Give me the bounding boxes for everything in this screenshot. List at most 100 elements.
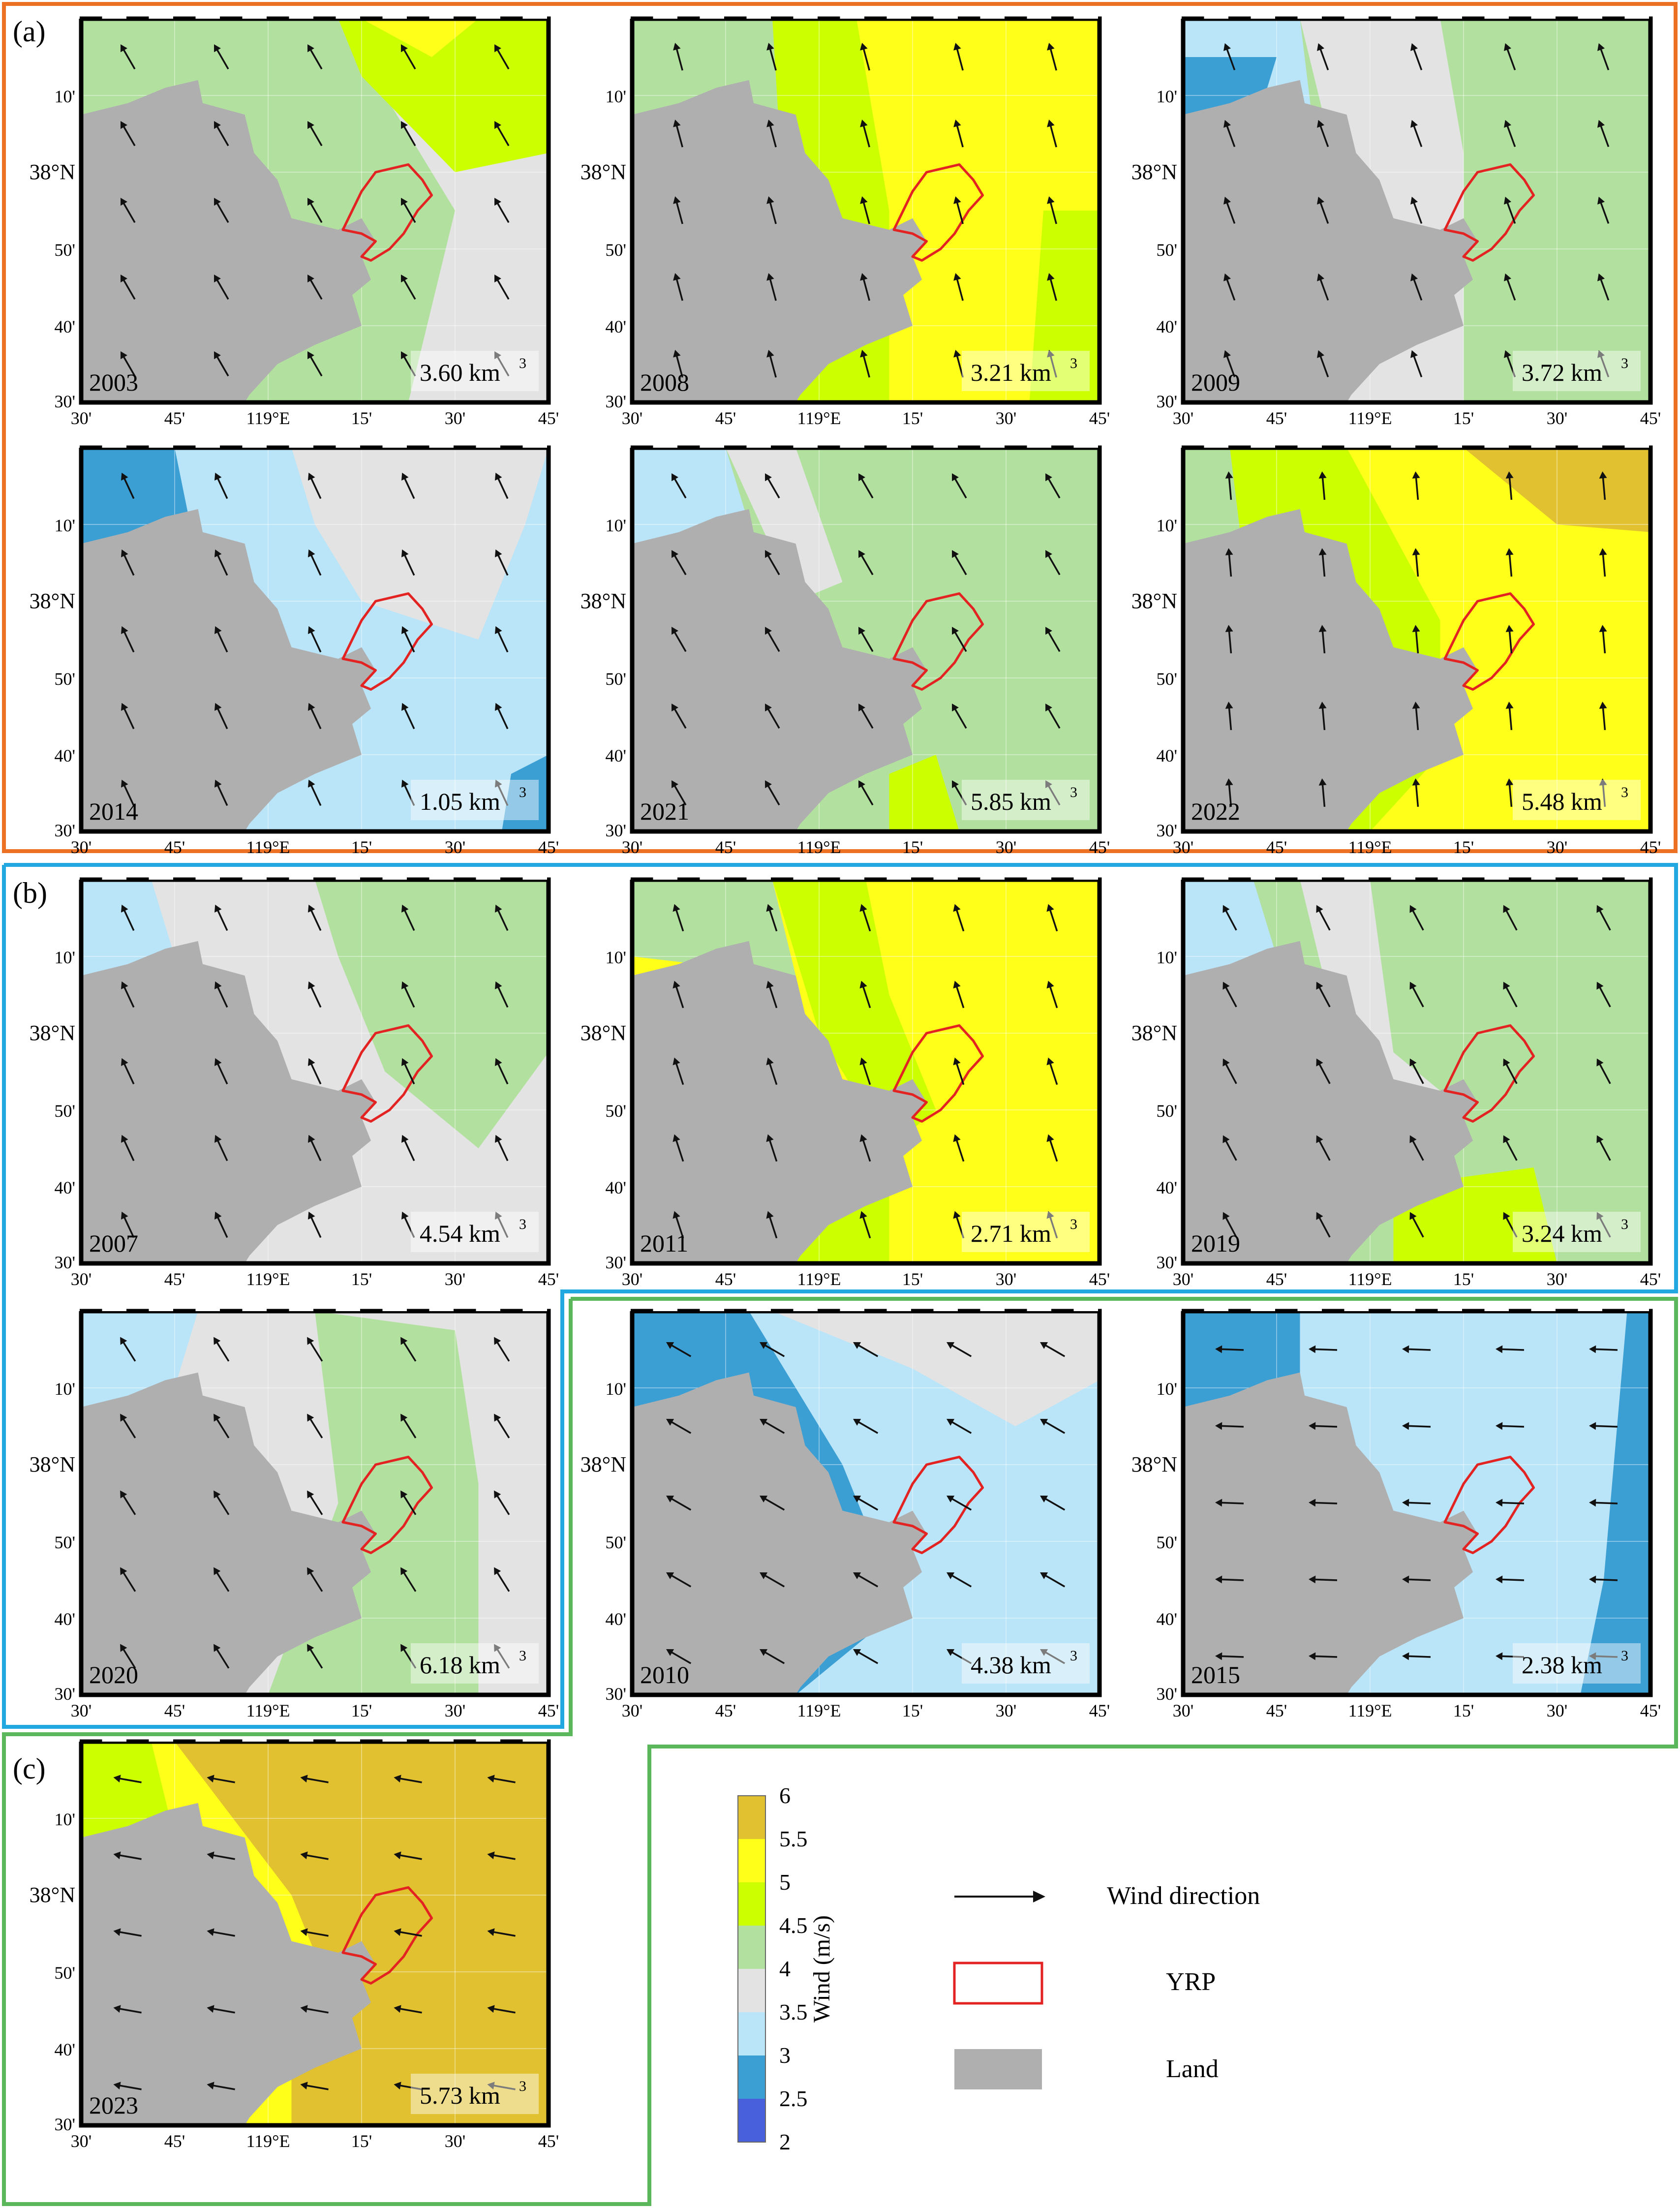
x-tick-label: 45' [164,837,185,857]
y-tick-label: 50' [606,669,627,689]
wind-arrow [1222,1212,1237,1238]
wind-arrow [113,1851,142,1860]
x-tick-label: 45' [715,1701,736,1720]
y-tick-label: 30' [55,821,76,840]
wind-arrow [113,1928,142,1937]
y-tick-label: 50' [55,1101,76,1121]
y-tick-label: 40' [606,317,627,337]
volume-unit-exponent: 3 [1070,1216,1077,1232]
map-frame [630,1309,1102,1697]
wind-arrow [207,1851,235,1860]
x-tick-label: 15' [351,2131,372,2151]
land-area [1183,509,1478,831]
wind-arrow [121,44,136,70]
volume-unit-exponent: 3 [1621,784,1628,800]
wind-arrow [1589,1652,1618,1660]
x-tick-label: 45' [1089,408,1110,428]
wind-arrow [853,1342,879,1357]
wind-arrow [860,350,870,378]
wind-arrow [666,1419,692,1434]
volume-value: 5.73 km [420,2082,500,2109]
wind-arrow [1047,273,1057,301]
yrp-outline [341,1024,433,1123]
wind-arrow [494,44,510,70]
wind-arrow [1222,905,1237,931]
wind-arrow [307,626,322,653]
wind-arrow [401,549,415,576]
volume-label: 4.54 km 3 [411,1212,539,1252]
x-tick-label: 119°E [246,1701,290,1720]
volume-unit-exponent: 3 [1070,1648,1077,1664]
land-area [81,1372,376,1695]
wind-arrow [214,1413,230,1439]
wind-arrow [214,904,228,931]
volume-value: 6.18 km [420,1651,500,1679]
volume-unit-exponent: 3 [1621,1216,1628,1232]
volume-label: 6.18 km 3 [411,1643,539,1684]
wind-arrow [121,1135,135,1162]
wind-arrow [214,472,228,499]
x-tick-label: 45' [715,408,736,428]
x-tick-label: 30' [996,408,1017,428]
wind-arrow [1040,1572,1066,1588]
y-tick-label: 40' [55,317,76,337]
wind-arrow [1410,120,1423,147]
map-panel-2009: 30' 45' 119°E 15' 30' 45' 30' 40' 50' 38°N 10' 2009… [1131,16,1661,428]
yrp-outline [1443,163,1535,262]
wind-arrow [494,1567,510,1592]
volume-unit-exponent: 3 [519,784,526,800]
map-panel-2007: 30' 45' 119°E 15' 30' 45' 30' 40' 50' 38°N 10' 2007… [30,877,559,1289]
wind-arrow [858,627,874,652]
wind-arrow [672,904,684,932]
color-scale-tick: 2.5 [779,2086,808,2111]
x-tick-label: 45' [1089,837,1110,857]
wind-arrow [207,1775,235,1783]
wind-arrow [1215,1652,1244,1660]
map-frame [79,16,551,405]
wind-arrow [1040,1419,1066,1434]
wind-arrow [1040,1496,1066,1511]
wind-arrow [760,1342,785,1357]
map-frame [79,877,551,1266]
y-tick-label: 50' [606,240,627,260]
wind-zone [502,755,549,831]
wind-arrow [214,1567,230,1592]
land-area [81,1803,376,2125]
wind-arrow [672,1057,684,1085]
color-scale-tick: 2 [779,2129,791,2154]
wind-arrow [672,473,687,499]
wind-arrow [1225,471,1233,500]
wind-arrow [860,273,870,301]
x-tick-label: 45' [538,837,559,857]
color-scale-band [738,2012,765,2055]
wind-arrow [672,1134,684,1162]
wind-arrow [1410,350,1423,377]
yrp-outline [1443,1455,1535,1554]
color-scale: 6 5.5 5 4.5 4 3.5 3 2.5 2 Wind (m/s) [737,1783,835,2154]
legend-wind-label: Wind direction [1107,1882,1260,1910]
y-tick-label: 30' [606,1684,627,1704]
wind-arrow [666,1342,692,1357]
yrp-outline [1443,1024,1535,1123]
wind-arrow [494,1644,510,1669]
wind-arrow [673,350,683,378]
yrp-outline [341,163,433,262]
map-panel-2020: 30' 45' 119°E 15' 30' 45' 30' 40' 50' 38°N 10' 2020… [30,1309,559,1720]
color-scale-label: Wind (m/s) [809,1915,835,2023]
y-tick-label: 10' [606,1379,627,1399]
wind-zone [632,880,796,976]
wind-arrow [494,472,509,499]
wind-arrow [400,1644,417,1669]
y-tick-label: 40' [55,1178,76,1197]
x-tick-label: 30' [71,408,92,428]
year-label: 2008 [640,368,689,396]
wind-arrow [1316,981,1331,1008]
wind-arrow [1316,1135,1331,1161]
volume-value: 4.54 km [420,1220,500,1247]
legend-land-item: Land [954,2049,1219,2089]
map-panel-2003: 30' 45' 119°E 15' 30' 45' 30' 40' 50' 38°N 10' 2003… [30,16,559,428]
y-tick-label: 40' [1157,746,1178,766]
wind-arrow [766,981,778,1009]
y-tick-label: 40' [1157,1609,1178,1629]
